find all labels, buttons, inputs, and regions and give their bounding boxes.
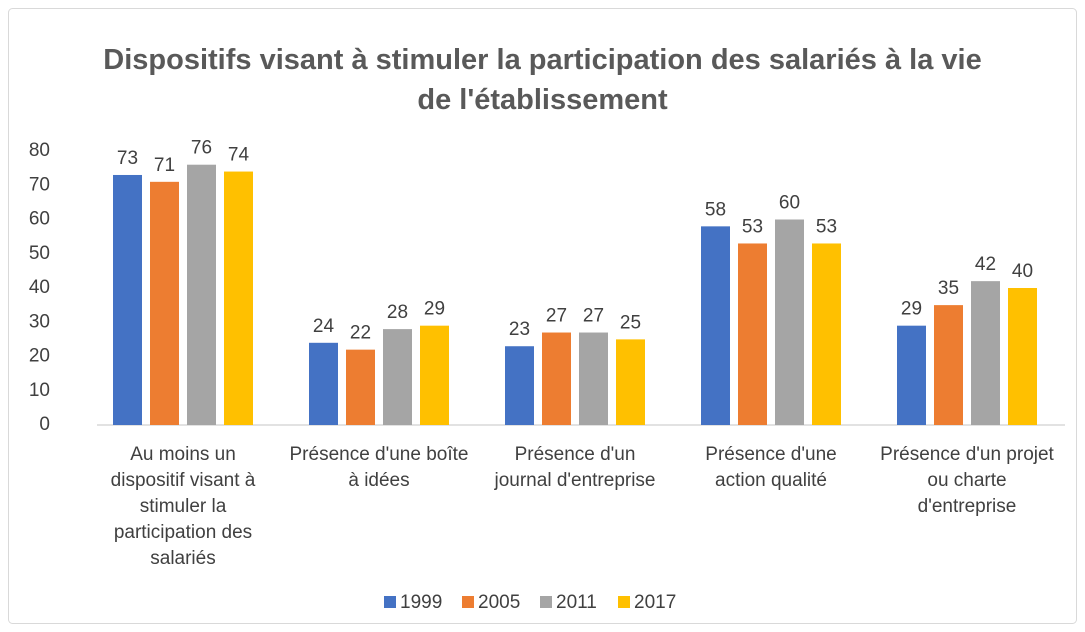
data-label: 29 — [901, 299, 922, 320]
legend-swatch — [540, 596, 552, 608]
bar — [224, 171, 253, 425]
y-tick-label: 60 — [29, 209, 50, 230]
y-tick-label: 0 — [39, 414, 50, 435]
legend-label: 2005 — [478, 592, 520, 613]
bar — [812, 243, 841, 425]
data-label: 27 — [546, 306, 567, 327]
bar — [542, 332, 571, 425]
legend-swatch — [618, 596, 630, 608]
bar — [309, 342, 338, 425]
data-label: 58 — [705, 199, 726, 220]
data-label: 23 — [509, 319, 530, 340]
data-label: 53 — [816, 216, 837, 237]
bar — [505, 346, 534, 425]
data-label: 29 — [424, 299, 445, 320]
data-label: 74 — [228, 145, 250, 166]
bar — [701, 226, 730, 425]
bar — [346, 349, 375, 425]
legend-swatch — [462, 596, 474, 608]
data-label: 24 — [313, 316, 335, 337]
bar — [738, 243, 767, 425]
data-label: 42 — [975, 254, 996, 275]
data-label: 53 — [742, 216, 763, 237]
legend-label: 2017 — [634, 592, 676, 613]
y-tick-label: 70 — [29, 174, 50, 195]
data-label: 35 — [938, 278, 959, 299]
bar — [187, 164, 216, 425]
data-label: 25 — [620, 312, 641, 333]
legend-swatch — [384, 596, 396, 608]
chart-title: Dispositifs visant à stimuler la partici… — [103, 44, 982, 116]
data-label: 71 — [154, 155, 175, 176]
bar — [383, 329, 412, 425]
chart-border — [8, 8, 1077, 624]
x-tick-label: Présence d'un projet ou charte d'entrepr… — [880, 444, 1054, 517]
y-tick-label: 40 — [29, 277, 50, 298]
legend-label: 2011 — [556, 592, 597, 613]
y-tick-label: 10 — [29, 380, 50, 401]
x-tick-label: Au moins un dispositif visant à stimuler… — [110, 444, 256, 569]
data-label: 76 — [191, 138, 212, 159]
bar — [897, 325, 926, 425]
y-tick-label: 50 — [29, 243, 50, 264]
y-tick-label: 80 — [29, 140, 50, 161]
data-label: 73 — [117, 148, 138, 169]
legend-label: 1999 — [400, 592, 442, 613]
data-label: 27 — [583, 306, 604, 327]
bar — [420, 325, 449, 425]
x-tick-label: Présence d'une action qualité — [705, 444, 837, 491]
bar — [971, 281, 1000, 425]
x-tick-label: Présence d'un journal d'entreprise — [494, 444, 656, 491]
y-tick-label: 30 — [29, 311, 50, 332]
bar — [1008, 288, 1037, 425]
bar — [579, 332, 608, 425]
x-tick-label: Présence d'une boîte à idées — [289, 444, 469, 491]
data-label: 28 — [387, 302, 408, 323]
bar — [775, 219, 804, 425]
bar — [150, 181, 179, 425]
data-label: 60 — [779, 193, 800, 214]
bar — [616, 339, 645, 425]
data-label: 40 — [1012, 261, 1033, 282]
bar — [113, 174, 142, 425]
bar — [934, 305, 963, 425]
data-label: 22 — [350, 323, 371, 344]
y-tick-label: 20 — [29, 346, 50, 367]
